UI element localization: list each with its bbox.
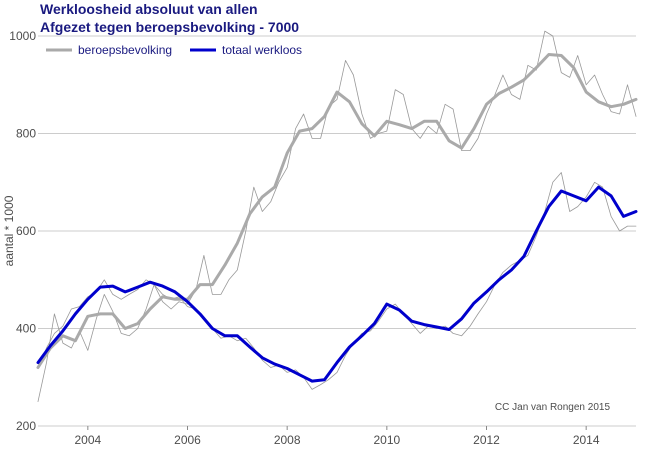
credit-text: CC Jan van Rongen 2015 [495, 402, 611, 413]
legend: beroepsbevolking totaal werkloos [46, 43, 302, 57]
x-tick-label: 2008 [274, 433, 301, 447]
x-axis-ticks: 2004 2006 2008 2010 2012 2014 [74, 426, 600, 447]
y-tick-label: 400 [16, 322, 36, 336]
x-tick-label: 2012 [473, 433, 500, 447]
x-tick-label: 2006 [174, 433, 201, 447]
series-line-beroepsbevolking-maandelijks- [37, 30, 637, 403]
x-tick-label: 2014 [573, 433, 600, 447]
series-line-totaal-werkloos-maandelijks- [37, 172, 637, 390]
legend-label: totaal werkloos [222, 43, 302, 57]
y-axis-label: aantal * 1000 [2, 195, 16, 266]
chart-subtitle: Afgezet tegen beroepsbevolking - 7000 [40, 19, 300, 35]
x-tick-label: 2010 [373, 433, 400, 447]
legend-label: beroepsbevolking [78, 43, 172, 57]
y-axis-ticks: 200 400 600 800 1000 [9, 29, 36, 433]
y-tick-label: 1000 [9, 29, 36, 43]
series-line-totaal-werkloos [36, 185, 638, 383]
y-tick-label: 600 [16, 224, 36, 238]
series-lines [36, 30, 638, 403]
series-line-beroepsbevolking [36, 53, 638, 369]
y-tick-label: 800 [16, 127, 36, 141]
chart-title: Werkloosheid absoluut van allen [40, 1, 258, 17]
x-tick-label: 2004 [74, 433, 101, 447]
y-tick-label: 200 [16, 419, 36, 433]
